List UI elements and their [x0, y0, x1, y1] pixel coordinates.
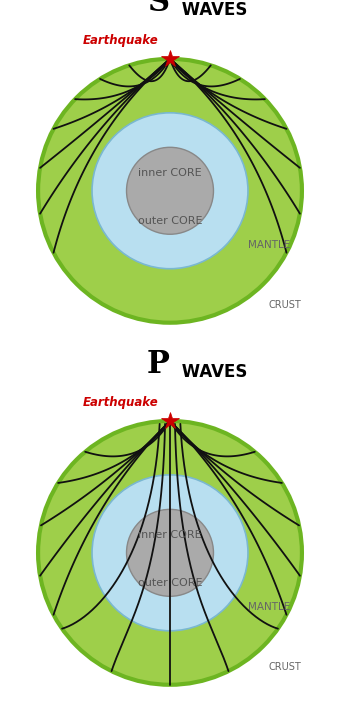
Text: MANTLE: MANTLE	[248, 602, 290, 612]
Circle shape	[92, 113, 248, 269]
Circle shape	[38, 421, 302, 685]
Text: inner CORE: inner CORE	[138, 167, 202, 178]
Circle shape	[126, 147, 214, 234]
Text: outer CORE: outer CORE	[138, 578, 202, 588]
Text: inner CORE: inner CORE	[138, 530, 202, 540]
Text: outer CORE: outer CORE	[138, 216, 202, 225]
Text: CRUST: CRUST	[269, 662, 302, 672]
Text: MANTLE: MANTLE	[248, 240, 290, 249]
Text: WAVES: WAVES	[176, 1, 248, 20]
Text: Earthquake: Earthquake	[82, 34, 158, 47]
Text: CRUST: CRUST	[269, 299, 302, 310]
Text: S: S	[148, 0, 170, 18]
Text: P: P	[147, 349, 170, 381]
Circle shape	[38, 59, 302, 323]
Text: Earthquake: Earthquake	[82, 396, 158, 409]
Circle shape	[126, 510, 214, 597]
Text: WAVES: WAVES	[176, 363, 248, 381]
Circle shape	[92, 475, 248, 631]
